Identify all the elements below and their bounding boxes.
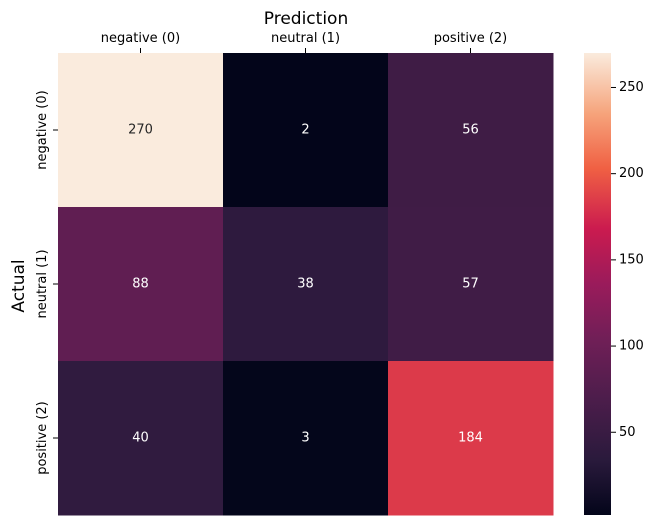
heatmap-cell bbox=[223, 361, 389, 516]
heatmap-cell bbox=[388, 207, 554, 362]
cell-value-label: 184 bbox=[458, 431, 483, 446]
colorbar-ticks: 50 100 150 200 250 bbox=[611, 80, 644, 440]
cell-value-label: 56 bbox=[462, 123, 479, 138]
cell-value-label: 38 bbox=[297, 277, 314, 292]
cell-value-label: 88 bbox=[132, 277, 149, 292]
y-tick-label: negative (0) bbox=[35, 90, 50, 169]
colorbar-tick-label: 200 bbox=[619, 166, 644, 181]
cell-value-label: 270 bbox=[128, 123, 153, 138]
heatmap-cell bbox=[388, 53, 554, 208]
heatmap-cell bbox=[58, 361, 224, 516]
x-tick-label: positive (2) bbox=[434, 31, 508, 46]
heatmap-cell bbox=[58, 53, 224, 208]
colorbar-tick-label: 250 bbox=[619, 80, 644, 95]
cell-value-label: 57 bbox=[462, 277, 479, 292]
cell-value-label: 2 bbox=[301, 123, 309, 138]
y-tick-label: positive (2) bbox=[35, 401, 50, 475]
y-tick-label: neutral (1) bbox=[35, 249, 50, 318]
colorbar-tick-label: 50 bbox=[619, 425, 636, 440]
x-tick-label: neutral (1) bbox=[271, 31, 340, 46]
heatmap-cell bbox=[223, 207, 389, 362]
colorbar-tick-label: 150 bbox=[619, 252, 644, 267]
heatmap-cell bbox=[58, 207, 224, 362]
y-axis-title: Actual bbox=[9, 259, 29, 312]
colorbar bbox=[584, 53, 611, 515]
x-tick-label: negative (0) bbox=[101, 31, 180, 46]
heatmap-cell bbox=[223, 53, 389, 208]
x-axis-title: Prediction bbox=[264, 9, 348, 29]
heatmap-cell bbox=[388, 361, 554, 516]
cell-value-label: 40 bbox=[132, 431, 149, 446]
colorbar-tick-label: 100 bbox=[619, 339, 644, 354]
x-axis-ticks: negative (0) neutral (1) positive (2) bbox=[101, 31, 507, 53]
heatmap-cells: 270 2 56 88 38 57 40 3 184 bbox=[58, 53, 554, 516]
y-axis-ticks: negative (0) neutral (1) positive (2) bbox=[35, 90, 58, 475]
cell-value-label: 3 bbox=[301, 431, 309, 446]
